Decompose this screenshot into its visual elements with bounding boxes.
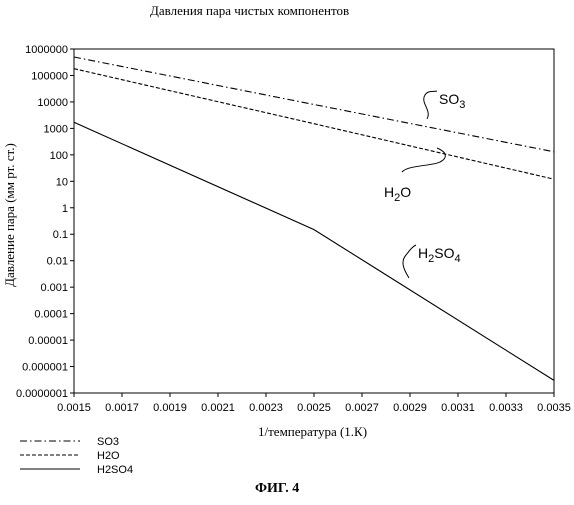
x-tick-label: 0.0033 — [489, 402, 523, 414]
plot-frame — [74, 49, 554, 393]
y-tick-label: 100 — [50, 150, 68, 162]
chart-title: Давления пара чистых компонентов — [150, 3, 349, 19]
curve-label-so3: SO3 — [439, 91, 465, 111]
y-tick-label: 1000000 — [25, 44, 68, 56]
y-tick-label: 1 — [62, 203, 68, 215]
x-tick-label: 0.0019 — [153, 402, 187, 414]
y-tick-label: 0.000001 — [22, 362, 68, 374]
y-tick-label: 10 — [56, 176, 68, 188]
curve-label-part: O — [400, 184, 411, 200]
curve-leader-h2o — [402, 148, 445, 172]
y-tick-label: 100000 — [31, 70, 68, 82]
x-axis-label: 1/температура (1.К) — [258, 424, 367, 440]
figure-caption: ФИГ. 4 — [255, 481, 299, 497]
curve-label-part: H — [384, 184, 394, 200]
x-tick-label: 0.0025 — [297, 402, 331, 414]
curve-leader-h2so4 — [403, 245, 416, 278]
series-line-h2o — [74, 69, 554, 180]
y-tick-label: 0.0000001 — [16, 388, 68, 400]
curve-label-part: SO — [434, 245, 454, 261]
y-tick-label: 10000 — [37, 97, 68, 109]
x-tick-label: 0.0027 — [345, 402, 379, 414]
curve-label-part: 4 — [454, 253, 460, 265]
y-tick-label: 0.00001 — [28, 335, 68, 347]
x-tick-label: 0.0015 — [57, 402, 91, 414]
x-tick-label: 0.0023 — [249, 402, 283, 414]
curve-label-part: H — [418, 245, 428, 261]
curve-leader-so3 — [424, 91, 437, 119]
x-tick-label: 0.0017 — [105, 402, 139, 414]
y-tick-label: 0.01 — [47, 256, 68, 268]
series-line-h2so4 — [74, 122, 554, 380]
x-tick-label: 0.0031 — [441, 402, 475, 414]
x-tick-label: 0.0021 — [201, 402, 235, 414]
y-tick-label: 0.001 — [40, 282, 68, 294]
legend-label-h2so4: H2SO4 — [97, 464, 133, 476]
y-tick-label: 0.0001 — [34, 309, 68, 321]
curve-label-part: 3 — [459, 99, 465, 111]
y-axis-label: Давление пара (мм рт. ст.) — [2, 143, 18, 287]
curve-label-h2o: H2O — [384, 184, 411, 204]
curve-label-part: SO — [439, 91, 459, 107]
x-tick-label: 0.0035 — [537, 402, 571, 414]
y-tick-label: 0.1 — [53, 229, 68, 241]
y-tick-label: 1000 — [44, 123, 68, 135]
legend-label-so3: SO3 — [97, 436, 119, 448]
series-line-so3 — [74, 57, 554, 152]
legend-label-h2o: H2O — [97, 450, 120, 462]
curve-label-h2so4: H2SO4 — [418, 245, 461, 265]
x-tick-label: 0.0029 — [393, 402, 427, 414]
